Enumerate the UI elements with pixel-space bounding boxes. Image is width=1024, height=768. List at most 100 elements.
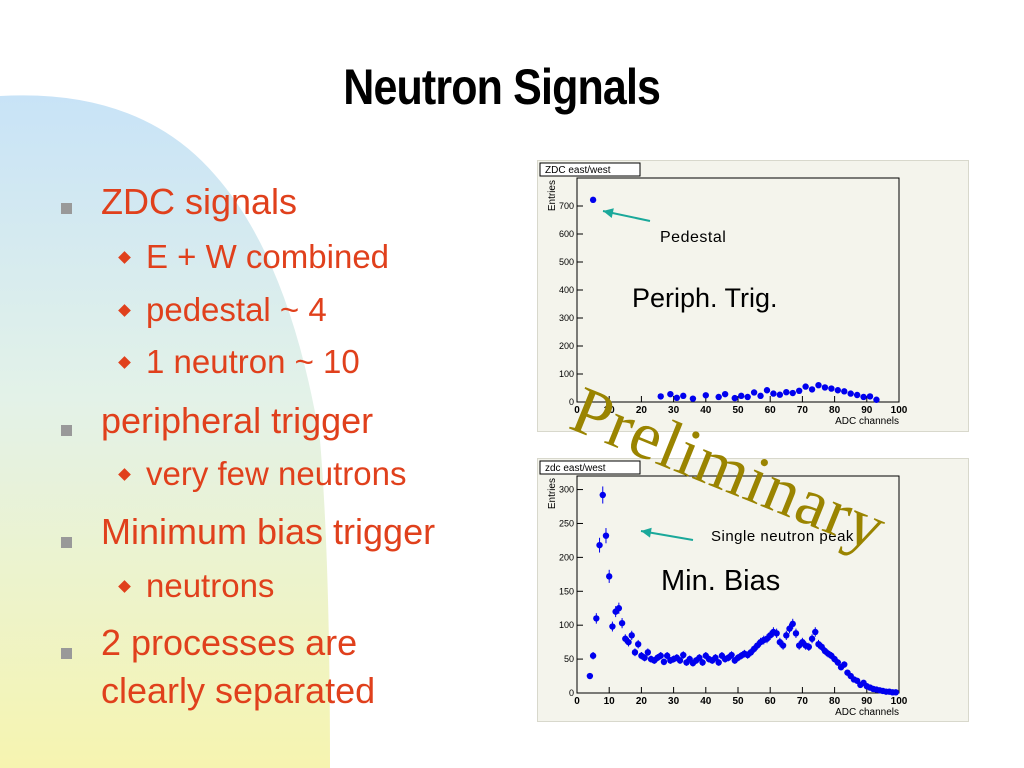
y-tick-label: 150 (559, 586, 574, 596)
data-point (715, 393, 722, 401)
x-tick-label: 10 (604, 405, 616, 416)
x-tick-label: 70 (797, 696, 809, 707)
data-point (663, 652, 671, 659)
data-point (834, 387, 842, 394)
data-point (750, 389, 758, 396)
data-point (744, 393, 751, 401)
data-point (821, 384, 829, 391)
data-point (853, 391, 861, 399)
data-point (773, 630, 780, 637)
y-tick-label: 300 (559, 485, 574, 495)
data-point (589, 652, 597, 659)
x-tick-label: 80 (829, 405, 841, 416)
y-tick-label: 200 (559, 552, 574, 562)
data-point (866, 393, 874, 400)
plot-title: ZDC east/west (545, 165, 611, 176)
data-point (676, 657, 684, 664)
data-point (802, 383, 809, 390)
data-point (680, 392, 687, 400)
data-point (786, 625, 793, 632)
data-point (757, 392, 764, 400)
bullet-minimum-bias-trigger: Minimum bias trigger (101, 511, 436, 552)
data-point (589, 196, 597, 204)
x-tick-label: 60 (765, 405, 777, 416)
data-point (680, 651, 687, 659)
x-tick-label: 20 (636, 696, 648, 707)
data-point (715, 659, 722, 666)
x-tick-label: 90 (861, 405, 873, 416)
data-point (702, 392, 709, 399)
annotation-arrowhead (603, 208, 614, 218)
data-point (828, 385, 835, 392)
data-point (808, 635, 816, 642)
bullet-square-icon (61, 537, 72, 548)
data-point (738, 392, 745, 400)
data-point (763, 387, 771, 394)
min-bias-label: Min. Bias (661, 565, 781, 597)
data-point (892, 689, 899, 696)
x-tick-label: 30 (668, 696, 680, 707)
y-tick-label: 700 (559, 201, 574, 211)
y-tick-label: 400 (559, 285, 574, 295)
periph-trig-label: Periph. Trig. (632, 283, 778, 313)
annotation-arrowhead (641, 527, 652, 538)
data-point (625, 638, 632, 646)
bullet-square-icon (61, 425, 72, 436)
x-tick-label: 50 (732, 696, 744, 707)
bullet-e-w-combined: E + W combined (146, 238, 390, 275)
x-tick-label: 0 (574, 405, 580, 416)
data-point (808, 386, 816, 393)
bullet-pedestal: pedestal ~ 4 (146, 291, 327, 328)
data-point (660, 658, 668, 666)
data-point (696, 654, 703, 661)
x-tick-label: 30 (668, 405, 680, 416)
data-point (812, 628, 819, 636)
bullet-square-icon (61, 648, 72, 659)
data-point (586, 672, 594, 680)
x-tick-label: 60 (765, 696, 777, 707)
x-tick-label: 100 (891, 405, 908, 416)
data-point (789, 620, 796, 628)
data-point (789, 389, 796, 397)
data-point (657, 393, 664, 400)
data-point (657, 652, 664, 659)
y-tick-label: 200 (559, 341, 574, 351)
x-tick-label: 20 (636, 405, 648, 416)
y-tick-label: 600 (559, 229, 574, 239)
data-point (593, 615, 600, 622)
x-tick-label: 80 (829, 696, 841, 707)
x-tick-label: 90 (861, 696, 873, 707)
bullet-very-few-neutrons: very few neutrons (146, 455, 407, 492)
x-tick-label: 50 (732, 405, 744, 416)
bullet-two-processes: 2 processes are (101, 622, 358, 663)
plot-title: zdc east/west (545, 463, 606, 474)
x-axis-label: ADC channels (835, 707, 899, 718)
data-point (615, 605, 623, 612)
data-point (699, 659, 706, 666)
bullet-square-icon (61, 203, 72, 214)
x-tick-label: 40 (700, 405, 712, 416)
x-tick-label: 0 (574, 696, 580, 707)
data-point (841, 388, 848, 395)
y-axis-label: Entries (547, 478, 558, 509)
data-point (596, 541, 603, 549)
y-axis-label: Entries (547, 180, 558, 211)
data-point (873, 396, 880, 403)
data-point (805, 643, 813, 651)
bullet-one-neutron: 1 neutron ~ 10 (146, 343, 360, 380)
plot-zdc-minbias: zdc east/west 0 10 20 30 40 50 60 70 80 90 100 0 50 10… (537, 458, 969, 722)
data-point (673, 394, 681, 401)
plot-title-box (539, 162, 641, 177)
data-point (815, 382, 822, 389)
data-point (783, 632, 790, 639)
y-tick-label: 250 (559, 518, 574, 528)
data-point (667, 390, 674, 398)
data-point (602, 532, 610, 539)
single-neutron-label: Single neutron peak (711, 528, 854, 545)
y-tick-label: 300 (559, 313, 574, 323)
x-tick-label: 10 (604, 696, 616, 707)
data-point (834, 659, 842, 666)
y-tick-label: 50 (564, 654, 574, 664)
y-tick-label: 100 (559, 620, 574, 630)
